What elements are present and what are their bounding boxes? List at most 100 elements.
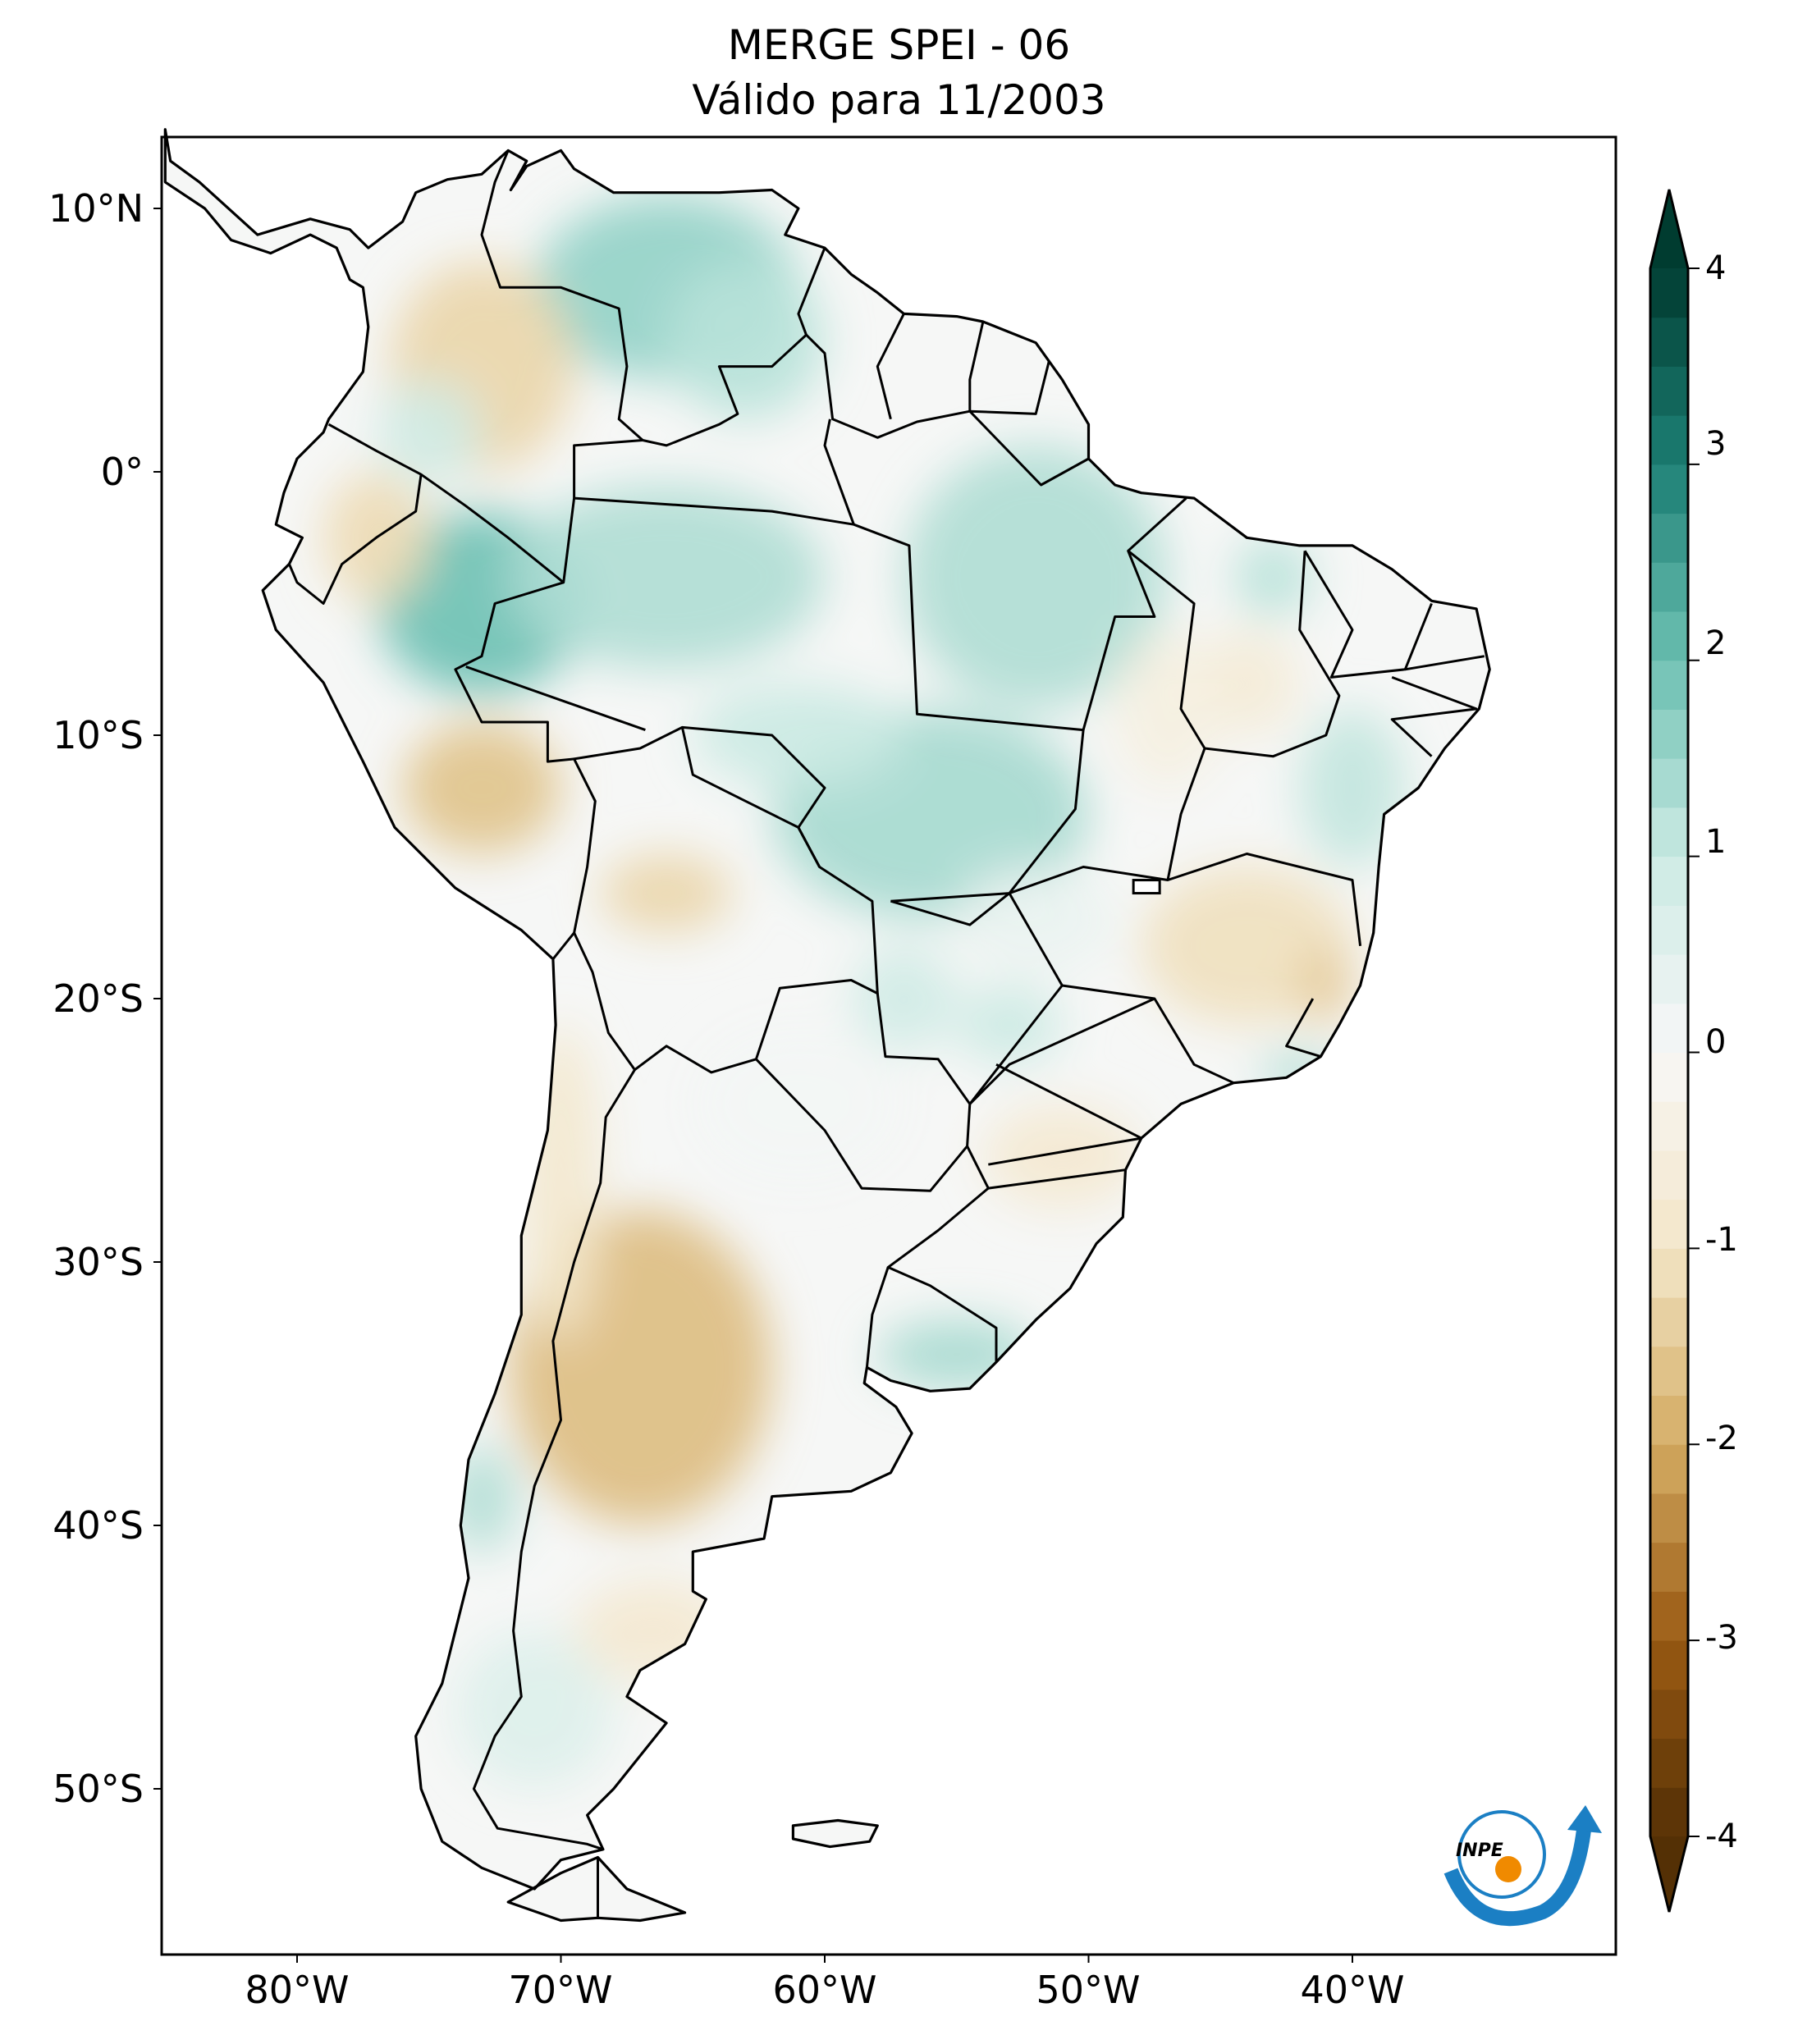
border-line [1303, 550, 1433, 679]
colorbar-segment [1650, 1395, 1688, 1445]
spei-anomaly [1141, 867, 1352, 1025]
spei-anomaly [693, 683, 904, 788]
colorbar-extend-max [1650, 190, 1688, 268]
colorbar-segment [1650, 905, 1688, 955]
colorbar-segment [1650, 954, 1688, 1004]
coastline-path [791, 1818, 879, 1849]
spei-anomaly [509, 485, 825, 670]
border-line [573, 725, 879, 1074]
colorbar-tick-label: 3 [1705, 425, 1727, 463]
border-line [1285, 998, 1321, 1059]
inpe-logo: INPE [1443, 1805, 1602, 1927]
coastline-path [163, 128, 1491, 1891]
spei-anomaly [1299, 945, 1352, 1025]
colorbar-segment [1650, 611, 1688, 661]
logo-arrowhead-icon [1567, 1805, 1602, 1833]
lon-tick-label: 80°W [245, 1968, 350, 2012]
border-line [1204, 551, 1341, 758]
colorbar-segment [1650, 464, 1688, 514]
spei-anomaly [1300, 709, 1405, 867]
colorbar-segment [1650, 1052, 1688, 1102]
colorbar-segment [1650, 366, 1688, 416]
colorbar-tick-label: 4 [1705, 249, 1727, 287]
spei-anomaly [1233, 537, 1313, 617]
lon-tick-label: 40°W [1300, 1968, 1405, 2012]
border-line [890, 892, 1010, 926]
chart-subtitle: Válido para 11/2003 [692, 76, 1106, 124]
lat-tick-label: 30°S [53, 1240, 144, 1284]
colorbar-segment [1650, 513, 1688, 563]
colorbar-tick-label: 1 [1705, 823, 1727, 861]
colorbar-segment [1650, 562, 1688, 612]
lat-tick-label: 40°S [53, 1503, 144, 1548]
border-line [1082, 496, 1187, 731]
colorbar-tick-label: 0 [1705, 1023, 1727, 1061]
lon-tick-label: 60°W [772, 1968, 877, 2012]
lat-tick-label: 0° [100, 450, 144, 494]
border-line [865, 1266, 890, 1368]
border-line [465, 665, 646, 732]
border-line [805, 334, 1050, 439]
lon-tick-label: 70°W [508, 1968, 613, 2012]
colorbar-segment [1650, 709, 1688, 759]
colorbar-segment [1650, 268, 1688, 318]
border-line [288, 473, 423, 605]
colorbar-tick-label: 2 [1705, 624, 1727, 662]
spei-anomaly [376, 379, 482, 485]
country-borders [288, 149, 1485, 1918]
lat-tick-label: 20°S [53, 976, 144, 1021]
spei-anomaly [851, 946, 957, 1051]
border-line [968, 321, 985, 412]
border-line [472, 1068, 636, 1851]
colorbar-segment [1650, 1493, 1688, 1543]
colorbar-tick-label: -1 [1705, 1221, 1738, 1259]
border-line [1390, 675, 1478, 757]
colorbar-segment [1650, 660, 1688, 710]
colorbar-tick-label: -3 [1705, 1619, 1738, 1657]
border-line [1009, 853, 1362, 946]
border-line [968, 410, 1090, 487]
spei-anomaly [983, 1104, 1141, 1209]
lat-tick-label: 10°S [53, 713, 144, 757]
colorbar-segment [1650, 1248, 1688, 1298]
spei-anomaly [904, 446, 1168, 709]
border-line [823, 418, 855, 525]
lat-tick-label: 50°S [53, 1767, 144, 1811]
coastline [163, 128, 1491, 1923]
border-line [988, 1136, 1142, 1166]
colorbar-segment [1650, 1297, 1688, 1347]
border-line [642, 247, 826, 447]
logo-sun-icon [1495, 1856, 1521, 1882]
logo-orbit-icon [1457, 1810, 1546, 1899]
spei-anomaly [666, 261, 825, 419]
spei-anomaly [455, 1630, 614, 1789]
colorbar-segment [1650, 317, 1688, 367]
lon-tick-label: 50°W [1036, 1968, 1141, 2012]
logo-arrow-icon [1443, 1828, 1591, 1927]
colorbar-segment [1650, 1689, 1688, 1740]
colorbar-segment [1650, 1787, 1688, 1837]
colorbar-segment [1650, 1591, 1688, 1641]
border-line [454, 581, 597, 960]
border-line [988, 1168, 1126, 1190]
border-line [1127, 550, 1206, 880]
border-line [1405, 655, 1485, 671]
coastline-path [506, 1855, 687, 1923]
spei-anomaly [403, 722, 561, 854]
colorbar-segment [1650, 1738, 1688, 1788]
colorbar-segment [1650, 758, 1688, 808]
colorbar-segment [1650, 1346, 1688, 1397]
spei-anomaly [1114, 629, 1220, 788]
colorbar-tick-label: -4 [1705, 1818, 1738, 1855]
border-line [968, 985, 1064, 1105]
map-frame [160, 135, 1617, 1956]
colorbar-segment [1650, 807, 1688, 857]
border-line [480, 149, 644, 441]
border-line [682, 725, 826, 868]
chart-title: MERGE SPEI - 06 [727, 21, 1071, 69]
colorbar-segment [1650, 856, 1688, 906]
colorbar-segment [1650, 1003, 1688, 1053]
colorbar-segment [1650, 1640, 1688, 1690]
colorbar-extend-min [1650, 1836, 1688, 1912]
